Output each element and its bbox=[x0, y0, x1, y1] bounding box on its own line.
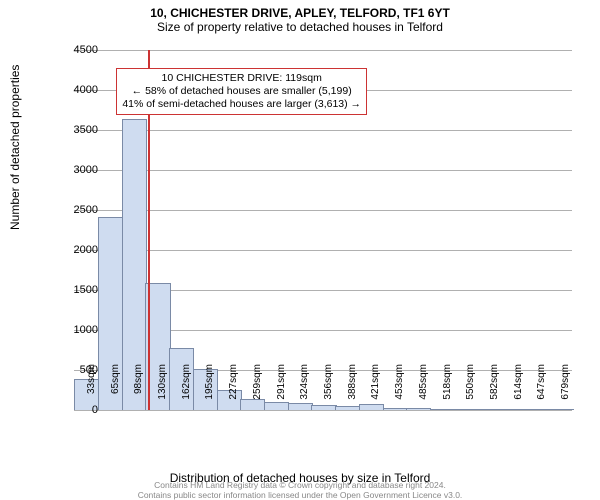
x-tick-label: 65sqm bbox=[110, 364, 121, 414]
x-tick-label: 130sqm bbox=[157, 364, 168, 414]
x-tick-label: 647sqm bbox=[536, 364, 547, 414]
y-tick-label: 4000 bbox=[58, 84, 98, 96]
x-tick-label: 195sqm bbox=[204, 364, 215, 414]
x-tick-label: 679sqm bbox=[560, 364, 571, 414]
x-tick-label: 614sqm bbox=[513, 364, 524, 414]
chart-plot-area: 10 CHICHESTER DRIVE: 119sqm← 58% of deta… bbox=[74, 50, 572, 410]
x-tick-label: 259sqm bbox=[252, 364, 263, 414]
chart-title-sub: Size of property relative to detached ho… bbox=[0, 20, 600, 34]
x-tick-label: 550sqm bbox=[465, 364, 476, 414]
x-tick-label: 324sqm bbox=[299, 364, 310, 414]
x-tick-label: 388sqm bbox=[347, 364, 358, 414]
x-tick-label: 582sqm bbox=[489, 364, 500, 414]
chart-title-main: 10, CHICHESTER DRIVE, APLEY, TELFORD, TF… bbox=[0, 6, 600, 20]
y-tick-label: 1000 bbox=[58, 324, 98, 336]
x-tick-label: 291sqm bbox=[276, 364, 287, 414]
annotation-line-3: 41% of semi-detached houses are larger (… bbox=[122, 98, 361, 111]
y-tick-label: 2000 bbox=[58, 244, 98, 256]
x-tick-label: 162sqm bbox=[181, 364, 192, 414]
annotation-box: 10 CHICHESTER DRIVE: 119sqm← 58% of deta… bbox=[116, 68, 367, 115]
y-tick-label: 3000 bbox=[58, 164, 98, 176]
y-tick-label: 4500 bbox=[58, 44, 98, 56]
x-tick-label: 98sqm bbox=[133, 364, 144, 414]
footer-line-1: Contains HM Land Registry data © Crown c… bbox=[0, 480, 600, 490]
footer-attribution: Contains HM Land Registry data © Crown c… bbox=[0, 480, 600, 500]
annotation-line-1: 10 CHICHESTER DRIVE: 119sqm bbox=[122, 72, 361, 85]
footer-line-2: Contains public sector information licen… bbox=[0, 490, 600, 500]
x-tick-label: 227sqm bbox=[228, 364, 239, 414]
x-tick-label: 453sqm bbox=[394, 364, 405, 414]
x-tick-label: 518sqm bbox=[442, 364, 453, 414]
y-tick-label: 3500 bbox=[58, 124, 98, 136]
annotation-line-2: ← 58% of detached houses are smaller (5,… bbox=[122, 85, 361, 98]
x-tick-label: 421sqm bbox=[370, 364, 381, 414]
x-tick-label: 33sqm bbox=[86, 364, 97, 414]
x-tick-label: 356sqm bbox=[323, 364, 334, 414]
y-tick-label: 1500 bbox=[58, 284, 98, 296]
y-tick-label: 2500 bbox=[58, 204, 98, 216]
y-axis-label: Number of detached properties bbox=[8, 65, 22, 230]
x-tick-label: 485sqm bbox=[418, 364, 429, 414]
